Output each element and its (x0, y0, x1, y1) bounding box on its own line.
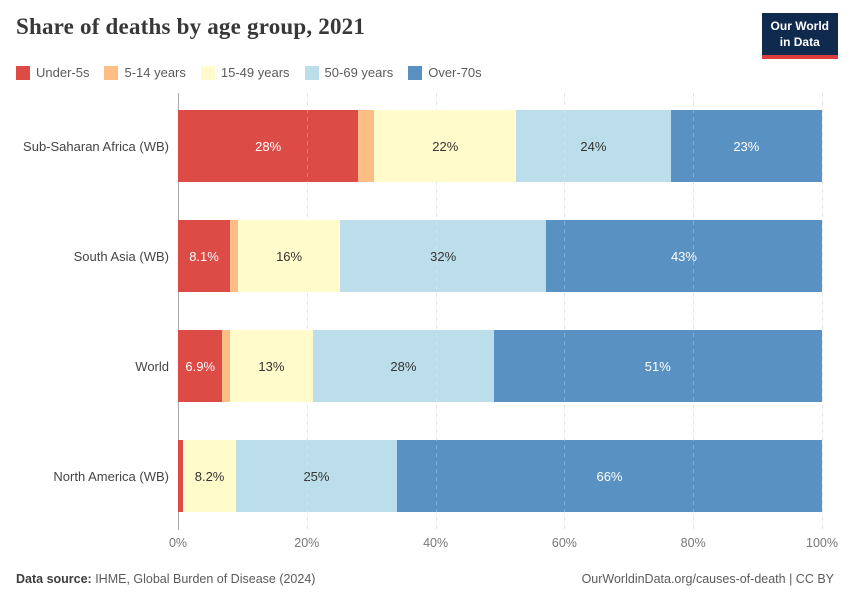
bar-row: North America (WB) 8.2% 25% 66% (53, 440, 823, 512)
bar-segment[interactable]: 28% (178, 110, 359, 182)
bar-segment[interactable]: 28% (313, 330, 494, 402)
segment-label: 22% (432, 138, 459, 154)
bar-segment[interactable]: 6.9% (178, 330, 223, 402)
segment-label: 16% (276, 248, 303, 264)
segment-label: 25% (303, 468, 330, 484)
bar-segment[interactable] (358, 110, 375, 182)
bar-segment[interactable]: 16% (237, 220, 341, 292)
data-source: Data source: IHME, Global Burden of Dise… (16, 572, 315, 586)
legend-swatch (304, 65, 319, 80)
bar-segment[interactable]: 22% (374, 110, 517, 182)
x-tick-label: 80% (680, 536, 706, 550)
row-label: World (135, 358, 169, 374)
x-axis-tick-labels: 0% 20% 40% 60% 80% 100% (169, 536, 838, 552)
stacked-bar: 8.1% 16% 32% 43% (178, 220, 823, 292)
attribution-link[interactable]: OurWorldinData.org/causes-of-death | CC … (581, 572, 834, 586)
legend-swatch (200, 65, 215, 80)
bar-segment[interactable]: 8.1% (178, 220, 231, 292)
page-title: Share of deaths by age group, 2021 (16, 14, 366, 39)
legend-label: Over-70s (428, 65, 482, 80)
owid-logo[interactable]: Our World in Data (761, 13, 838, 60)
stacked-bar: 6.9% 13% 28% 51% (178, 330, 822, 402)
footer: Data source: IHME, Global Burden of Dise… (16, 572, 834, 586)
legend-item[interactable]: 5-14 years (104, 65, 186, 80)
segment-label: 28% (390, 358, 417, 374)
x-tick-label: 40% (423, 536, 449, 550)
legend-label: 5-14 years (124, 65, 186, 80)
gridline (693, 93, 695, 530)
segment-label: 28% (255, 138, 282, 154)
segment-label: 51% (644, 358, 671, 374)
legend-swatch (16, 65, 30, 80)
gridline (435, 93, 437, 530)
legend-item[interactable]: Under-5s (16, 65, 89, 80)
bar-segment[interactable]: 23% (670, 110, 822, 182)
segment-label: 43% (670, 248, 697, 264)
row-label: North America (WB) (53, 468, 169, 484)
y-axis-line (178, 93, 179, 530)
bar-segment[interactable]: 43% (545, 220, 823, 292)
segment-label: 66% (596, 468, 623, 484)
x-tick-label: 0% (168, 536, 188, 550)
legend-item[interactable]: Over-70s (408, 65, 482, 80)
legend-label: Under-5s (36, 65, 90, 80)
data-source-label: Data source: (16, 572, 92, 586)
stacked-bar: 28% 22% 24% 23% (178, 110, 822, 182)
bar-segment[interactable]: 13% (229, 330, 314, 402)
legend-swatch (408, 65, 423, 80)
x-tick-label: 60% (551, 536, 577, 550)
bar-segment[interactable] (222, 330, 230, 402)
legend-item[interactable]: 50-69 years (304, 65, 394, 80)
legend-label: 50-69 years (324, 65, 394, 80)
bar-segment[interactable]: 66% (396, 440, 823, 512)
gridline (822, 93, 823, 530)
legend-swatch (104, 65, 119, 80)
segment-label: 13% (258, 358, 285, 374)
bar-row: Sub-Saharan Africa (WB) 28% 22% 24% 23% (23, 110, 822, 182)
bar-segment[interactable]: 32% (340, 220, 546, 292)
row-label: Sub-Saharan Africa (WB) (23, 138, 169, 154)
owid-logo-line2: in Data (779, 34, 820, 49)
legend-label: 15-49 years (220, 65, 290, 80)
gridline (564, 93, 566, 530)
segment-label: 24% (580, 138, 607, 154)
bar-row: South Asia (WB) 8.1% 16% 32% 43% (74, 220, 823, 292)
segment-label: 23% (733, 138, 760, 154)
chart-area: 0% 20% 40% 60% 80% 100% Sub-Saharan Africa (W… (23, 93, 838, 550)
bar-segment[interactable] (230, 220, 238, 292)
bar-segment[interactable]: 51% (493, 330, 822, 402)
legend-item[interactable]: 15-49 years (200, 65, 290, 80)
x-tick-label: 100% (806, 536, 838, 550)
bar-segment[interactable]: 24% (516, 110, 671, 182)
row-label: South Asia (WB) (73, 248, 169, 264)
gridline (306, 93, 308, 530)
x-tick-label: 20% (294, 536, 320, 550)
bar-segment[interactable]: 25% (235, 440, 397, 512)
bar-segment[interactable]: 8.2% (183, 440, 236, 512)
segment-label: 6.9% (185, 358, 216, 374)
segment-label: 8.2% (194, 468, 225, 484)
data-source-value: IHME, Global Burden of Disease (2024) (91, 572, 316, 586)
bar-segment[interactable] (178, 440, 183, 512)
segment-label: 8.1% (189, 248, 219, 264)
stacked-bar: 8.2% 25% 66% (178, 440, 823, 512)
bar-segment[interactable] (182, 440, 184, 512)
bar-row: World 6.9% 13% 28% 51% (135, 330, 822, 402)
owid-logo-line1: Our World (770, 19, 829, 33)
legend: Under-5s 5-14 years 15-49 years 50-69 years… (16, 65, 482, 80)
segment-label: 32% (430, 248, 457, 264)
